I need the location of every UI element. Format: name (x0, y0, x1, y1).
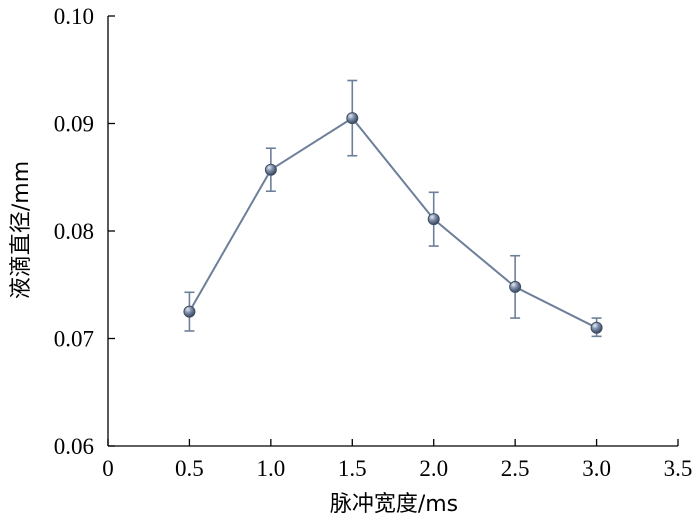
x-tick-label: 2.5 (501, 456, 530, 481)
plot-area (183, 79, 603, 338)
y-tick-label: 0.09 (54, 112, 94, 137)
data-point (590, 321, 603, 334)
x-tick-label: 3.0 (582, 456, 611, 481)
x-tick-label: 2.0 (419, 456, 448, 481)
x-tick-label: 0 (102, 456, 114, 481)
data-point (183, 305, 196, 318)
x-tick-label: 0.5 (175, 456, 204, 481)
y-axis-label: 液滴直径/mm (9, 161, 34, 299)
axes: 0 0.5 1.0 1.5 2.0 2.5 3.0 3.5 0.06 0.07 0.08 0.09 0.… (54, 4, 693, 481)
y-tick-label: 0.08 (54, 219, 94, 244)
y-tick-label: 0.06 (54, 434, 94, 459)
data-point (264, 163, 277, 176)
data-point (346, 112, 359, 125)
y-tick-label: 0.10 (54, 4, 94, 29)
x-tick-label: 1.5 (338, 456, 367, 481)
x-tick-label: 3.5 (664, 456, 693, 481)
data-point (427, 213, 440, 226)
y-tick-label: 0.07 (54, 327, 94, 352)
series-line (188, 116, 598, 329)
x-tick-label: 1.0 (256, 456, 285, 481)
data-point (509, 280, 522, 293)
x-axis-label: 脉冲宽度/ms (330, 492, 458, 517)
